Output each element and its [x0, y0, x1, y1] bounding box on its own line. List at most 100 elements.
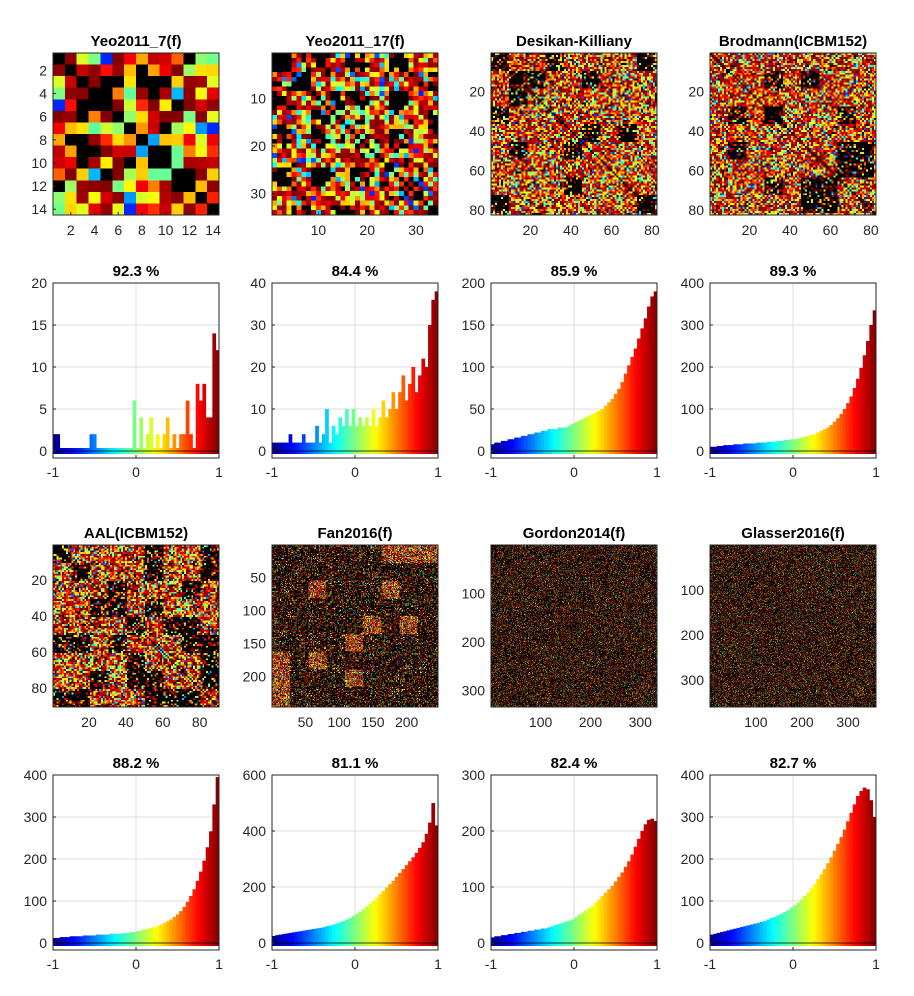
histogram-bar	[338, 417, 343, 451]
y-tick-label: 40	[31, 608, 47, 624]
histogram-bar	[301, 930, 306, 943]
histogram-bar	[285, 442, 289, 451]
histogram-bar	[620, 382, 625, 451]
histogram-bar	[335, 923, 339, 943]
histogram-bar	[587, 908, 591, 943]
histogram-bar	[510, 439, 515, 451]
y-tick-label: 60	[688, 163, 704, 179]
y-tick-label: 20	[469, 84, 485, 100]
histogram-bar	[162, 434, 167, 451]
histogram-bar	[749, 443, 754, 451]
x-tick-label: 1	[872, 464, 880, 480]
panel-title: Glasser2016(f)	[741, 525, 844, 542]
histogram-bar	[812, 884, 817, 943]
x-tick-label: 200	[579, 714, 603, 730]
x-tick-label: 4	[91, 222, 99, 238]
histogram-bar	[278, 442, 283, 451]
histogram-bar	[769, 441, 774, 451]
histogram-bar	[849, 812, 854, 943]
histogram-bar	[517, 437, 522, 451]
x-tick-label: 80	[644, 222, 660, 238]
histogram-bar	[816, 432, 820, 451]
histogram-bar	[736, 927, 741, 943]
y-tick-label: 200	[243, 668, 267, 684]
matrix-image	[710, 545, 876, 707]
histogram-bar	[132, 932, 137, 943]
y-tick-label: 100	[243, 603, 267, 619]
histogram-bar	[325, 409, 329, 451]
histogram-bar	[583, 417, 588, 451]
histogram-bar	[627, 365, 631, 451]
panel-title: 89.3 %	[770, 263, 817, 280]
histogram-bar	[361, 909, 366, 943]
histogram-bar	[421, 842, 426, 943]
x-tick-label: -1	[704, 464, 717, 480]
histogram-bar	[507, 439, 512, 451]
histogram-bar	[414, 392, 419, 451]
histogram-bar	[530, 434, 535, 451]
x-tick-label: 0	[132, 956, 140, 972]
y-tick-label: 20	[250, 359, 266, 375]
y-tick-label: 0	[258, 443, 266, 459]
x-tick-label: 20	[359, 222, 375, 238]
histogram-bar	[842, 829, 847, 943]
histogram-bar	[371, 409, 376, 451]
y-tick-label: 80	[469, 202, 485, 218]
histogram-bar	[640, 328, 645, 451]
histogram-bar	[723, 931, 727, 943]
histogram-bar	[321, 927, 326, 943]
histogram-bar	[753, 443, 757, 451]
histogram-bar	[517, 932, 522, 943]
histogram-bar	[272, 936, 276, 943]
histogram-bar	[537, 929, 542, 943]
histogram-bar	[852, 388, 857, 451]
histogram-bar	[192, 889, 197, 943]
histogram-bar	[361, 425, 366, 451]
histogram-bar	[554, 429, 558, 451]
histogram-bar	[182, 906, 187, 943]
histogram-bar	[338, 922, 343, 943]
histogram-bar	[136, 931, 140, 943]
y-tick-label: 200	[462, 823, 486, 839]
histogram-bar	[607, 402, 611, 451]
y-tick-label: 20	[31, 572, 47, 588]
histogram-bar	[776, 915, 781, 943]
histogram-bar	[199, 400, 203, 451]
histogram-bar	[291, 442, 296, 451]
x-tick-label: 1	[653, 464, 661, 480]
matrix-image	[53, 545, 219, 707]
histogram-bar	[116, 933, 120, 943]
histogram-bar	[786, 440, 791, 451]
histogram-bar	[786, 910, 791, 943]
axes-frame	[709, 52, 877, 216]
histogram-bar	[869, 325, 874, 451]
histogram-bar	[580, 419, 585, 451]
histogram-bar	[112, 933, 117, 943]
histogram-bar	[826, 427, 830, 451]
histogram-bar	[418, 375, 422, 451]
histogram-bar	[842, 409, 847, 451]
y-tick-label: 100	[462, 359, 486, 375]
histogram-bar	[195, 383, 200, 451]
histogram-bar	[600, 409, 605, 451]
histogram-bar	[806, 892, 810, 943]
histogram-bar	[378, 894, 382, 943]
y-tick-label: 5	[39, 401, 47, 417]
histogram-bar	[743, 443, 747, 451]
histogram-bar	[776, 440, 781, 451]
histogram-bar	[122, 932, 127, 943]
histogram-bar	[859, 367, 864, 451]
y-tick-label: 0	[477, 443, 485, 459]
x-tick-label: 60	[823, 222, 839, 238]
histogram-bar	[812, 434, 817, 451]
histogram-bar	[520, 435, 525, 451]
histogram-bar	[185, 400, 190, 451]
heatmap-panel: Brodmann(ICBM152) 20 40 60 80 20 40 60 80	[688, 33, 879, 238]
x-tick-label: -1	[266, 956, 279, 972]
y-tick-label: 100	[681, 582, 705, 598]
histogram-bar	[653, 291, 658, 451]
histogram-bar	[99, 934, 104, 943]
panel-title: Desikan-Killiany	[516, 33, 633, 50]
histogram-bar	[311, 442, 316, 451]
